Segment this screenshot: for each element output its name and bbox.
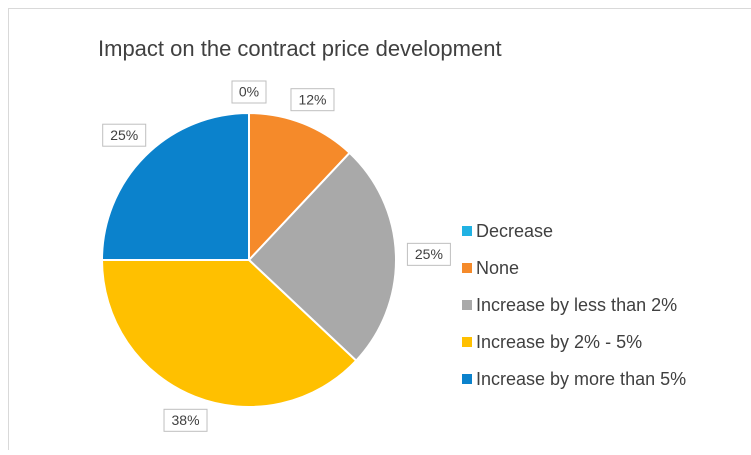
legend-swatch [462, 374, 472, 384]
legend-label: Increase by 2% - 5% [476, 332, 642, 352]
legend-swatch [462, 300, 472, 310]
legend-swatch [462, 263, 472, 273]
legend-swatch [462, 226, 472, 236]
legend-label: Increase by more than 5% [476, 369, 686, 389]
chart-title: Impact on the contract price development [98, 36, 502, 61]
data-label: 38% [172, 412, 200, 428]
legend-label: None [476, 258, 519, 278]
legend-label: Increase by less than 2% [476, 295, 677, 315]
data-label: 0% [239, 84, 259, 100]
legend-label: Decrease [476, 221, 553, 241]
data-label: 12% [298, 91, 326, 107]
data-label: 25% [415, 246, 443, 262]
data-label: 25% [110, 127, 138, 143]
legend-swatch [462, 337, 472, 347]
